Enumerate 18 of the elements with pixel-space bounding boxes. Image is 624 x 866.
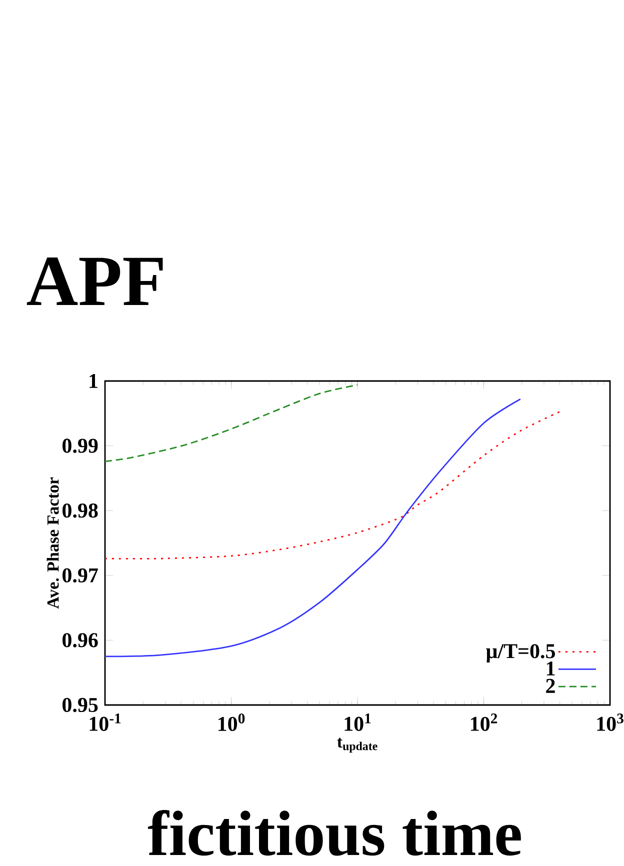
x-tick-label: 10$^{-1}$ (90, 714, 121, 731)
legend-label: 1 (546, 662, 555, 676)
x-tick-label: 10$^{1}$ (344, 714, 371, 731)
text: fictitious time (148, 810, 521, 856)
x-tick-label: 10$^{3}$ (597, 714, 624, 731)
legend-label: 2 (546, 678, 555, 693)
y-tick-label: 0.95 (62, 698, 98, 712)
x-axis-title: t$_{update}$ (337, 738, 378, 753)
chart-title: APF (26, 257, 163, 305)
y-tick-label: 0.99 (62, 438, 98, 453)
y-tick-label: 0.98 (62, 503, 98, 518)
y-tick-label: 0.96 (62, 633, 98, 648)
x-tick-label: 10$^{0}$ (218, 714, 245, 732)
y-tick-label: 1 (90, 374, 98, 388)
y-tick-label: 0.97 (62, 568, 98, 583)
legend-label: μ/T=0.5 (486, 644, 555, 663)
x-tick-label: 10$^{2}$ (471, 714, 498, 731)
y-axis-title: Ave. Phase Factor (46, 477, 59, 609)
